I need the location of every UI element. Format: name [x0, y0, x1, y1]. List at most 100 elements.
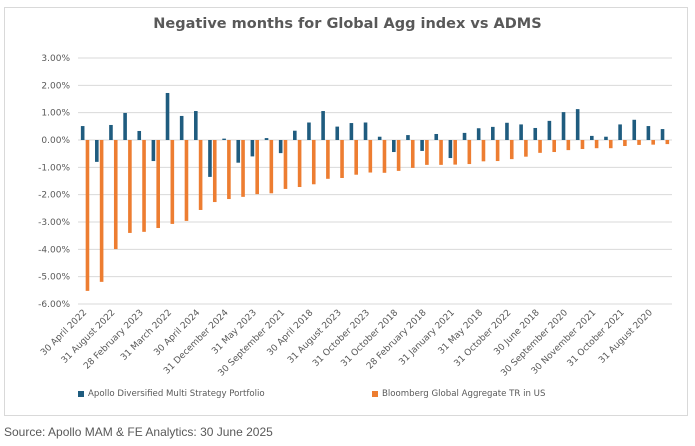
- legend-swatch-blue: [78, 391, 84, 397]
- bar-bloomberg: [184, 140, 189, 221]
- bar-apollo: [575, 109, 580, 140]
- bar-apollo: [491, 126, 495, 140]
- bar-bloomberg: [396, 140, 401, 171]
- bar-apollo: [476, 128, 481, 140]
- x-tick-label: 31 August 2020: [597, 308, 655, 366]
- gridlines: [78, 57, 672, 305]
- bar-bloomberg: [85, 140, 90, 291]
- bar-apollo: [660, 129, 665, 140]
- bar-bloomberg: [439, 140, 443, 165]
- bar-bloomberg: [297, 140, 302, 188]
- bar-apollo: [80, 126, 85, 140]
- bar-bloomberg: [113, 140, 118, 250]
- y-tick-label: -6.00%: [38, 300, 70, 310]
- bar-apollo: [151, 140, 156, 162]
- bar-apollo: [335, 126, 340, 140]
- legend-item-apollo: Apollo Diversified Multi Strategy Portfo…: [78, 389, 265, 399]
- bar-apollo: [250, 140, 255, 157]
- bar-apollo: [561, 112, 566, 140]
- legend-item-bloomberg: Bloomberg Global Aggregate TR in US: [372, 389, 545, 399]
- bar-apollo: [264, 138, 269, 140]
- bar-apollo: [519, 124, 523, 140]
- bar-bloomberg: [495, 140, 500, 162]
- bar-bloomberg: [212, 140, 217, 203]
- y-tick-label: -1.00%: [38, 163, 70, 173]
- source-note: Source: Apollo MAM & FE Analytics: 30 Ju…: [4, 425, 273, 439]
- bar-bloomberg: [241, 140, 245, 197]
- bar-apollo: [377, 136, 382, 140]
- bar-bloomberg: [128, 140, 132, 233]
- bar-bloomberg: [156, 140, 160, 229]
- bar-bloomberg: [538, 140, 542, 153]
- bar-bloomberg: [566, 140, 571, 151]
- y-tick-label: 1.00%: [41, 109, 70, 119]
- x-tick-label: 31 March 2022: [119, 308, 174, 363]
- bar-bloomberg: [608, 140, 613, 149]
- bar-apollo: [590, 135, 594, 140]
- bar-bloomberg: [142, 140, 146, 232]
- bar-bloomberg: [425, 140, 429, 165]
- y-tick-label: -4.00%: [38, 245, 70, 255]
- bar-bloomberg: [99, 140, 104, 282]
- bar-bloomberg: [481, 140, 486, 162]
- bar-bloomberg: [467, 140, 472, 165]
- legend-label: Apollo Diversified Multi Strategy Portfo…: [88, 389, 265, 399]
- bar-bloomberg: [665, 140, 670, 145]
- bar-bloomberg: [524, 140, 528, 157]
- y-axis-ticks: 3.00% 2.00% 1.00% 0.00% -1.00% -2.00% -3.00% -4…: [38, 54, 70, 310]
- bar-bloomberg: [227, 140, 231, 200]
- bar-apollo: [420, 140, 424, 151]
- bar-apollo: [307, 122, 311, 140]
- bar-apollo: [406, 135, 410, 140]
- bar-bloomberg: [170, 140, 175, 224]
- bar-apollo: [109, 124, 113, 140]
- bar-apollo: [392, 140, 396, 153]
- bar-apollo: [547, 120, 552, 140]
- bar-apollo: [321, 111, 325, 140]
- bar-apollo: [165, 92, 170, 140]
- bar-apollo: [505, 122, 509, 140]
- bar-bloomberg: [326, 140, 330, 179]
- legend-swatch-orange: [372, 391, 378, 397]
- y-tick-label: -2.00%: [38, 191, 70, 201]
- bar-apollo: [123, 112, 127, 140]
- bar-bloomberg: [255, 140, 259, 195]
- chart-title: Negative months for Global Agg index vs …: [153, 16, 542, 32]
- bar-bloomberg: [368, 140, 373, 173]
- bar-bloomberg: [637, 140, 641, 145]
- bar-apollo: [434, 133, 439, 140]
- bar-apollo: [604, 136, 608, 140]
- bar-bloomberg: [340, 140, 344, 178]
- legend-label: Bloomberg Global Aggregate TR in US: [382, 389, 546, 399]
- bar-bloomberg: [509, 140, 514, 160]
- bar-bloomberg: [453, 140, 457, 165]
- bar-apollo: [448, 140, 453, 159]
- y-tick-label: 2.00%: [41, 81, 70, 91]
- bar-bloomberg: [354, 140, 358, 175]
- bar-bloomberg: [580, 140, 585, 150]
- bar-apollo: [533, 127, 538, 140]
- bar-bloomberg: [283, 140, 288, 189]
- bar-apollo: [646, 126, 651, 140]
- bar-bloomberg: [623, 140, 627, 147]
- y-tick-label: 3.00%: [41, 54, 70, 64]
- bar-bloomberg: [382, 140, 387, 173]
- bar-apollo: [462, 132, 467, 140]
- bar-bloomberg: [651, 140, 655, 145]
- bar-bloomberg: [198, 140, 203, 210]
- bar-apollo: [179, 115, 184, 140]
- bar-apollo: [222, 138, 226, 140]
- bar-apollo: [137, 130, 142, 140]
- bars: [80, 92, 670, 291]
- chart-frame: [4, 7, 688, 416]
- bar-apollo: [194, 111, 198, 140]
- bar-bloomberg: [552, 140, 556, 153]
- bar-apollo: [293, 130, 297, 140]
- bar-apollo: [236, 140, 241, 163]
- bar-apollo: [208, 140, 212, 177]
- bar-apollo: [349, 123, 354, 140]
- bar-apollo: [95, 140, 99, 162]
- y-tick-label: -5.00%: [38, 273, 70, 283]
- bar-apollo: [632, 119, 637, 140]
